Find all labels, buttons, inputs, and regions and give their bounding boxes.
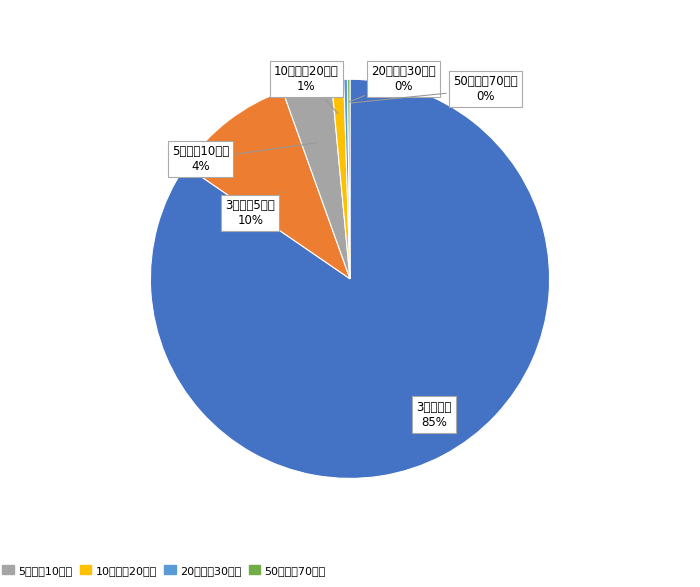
Text: 5万円～10万円
4%: 5万円～10万円 4% — [172, 143, 317, 173]
Text: 10万円～20万円
1%: 10万円～20万円 1% — [274, 65, 339, 113]
Legend: 3万円以下, 3万円～5万円, 5万円～10万円, 10万円～20万円, 20万円～30万円, 50万円～70万円: 3万円以下, 3万円～5万円, 5万円～10万円, 10万円～20万円, 20万… — [0, 561, 330, 580]
Wedge shape — [344, 79, 350, 279]
Text: 20万円～30万円
0%: 20万円～30万円 0% — [349, 65, 436, 102]
Wedge shape — [150, 79, 550, 478]
Wedge shape — [186, 91, 350, 279]
Text: 3万円以下
85%: 3万円以下 85% — [416, 400, 452, 429]
Wedge shape — [331, 79, 350, 279]
Text: 3万円～5万円
10%: 3万円～5万円 10% — [225, 192, 283, 227]
Text: 50万円～70万円
0%: 50万円～70万円 0% — [351, 75, 518, 103]
Wedge shape — [347, 79, 350, 279]
Wedge shape — [283, 80, 350, 279]
